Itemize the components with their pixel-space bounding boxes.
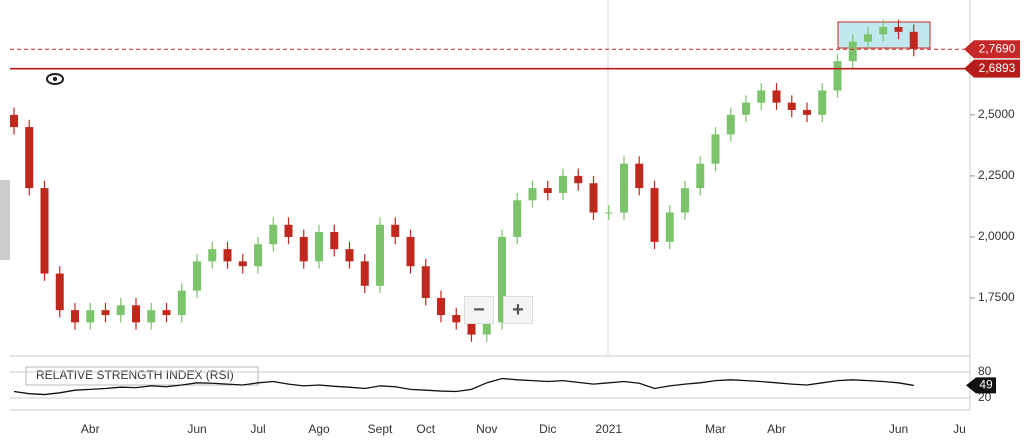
candle-body <box>406 236 415 267</box>
candle-body <box>696 163 705 189</box>
candle-body <box>513 200 522 237</box>
rsi-tick-label: 20 <box>978 390 992 404</box>
candle-body <box>589 183 598 213</box>
x-tick-label: 2021 <box>595 422 622 436</box>
candle-body <box>467 322 476 335</box>
price-badge <box>964 59 1020 78</box>
candle-body <box>116 305 125 316</box>
y-tick-label: 2,2500 <box>978 168 1015 182</box>
rsi-tick-label: 80 <box>978 364 992 378</box>
candle-body <box>284 224 293 237</box>
candle-body <box>299 236 308 262</box>
candle-body <box>254 244 262 267</box>
rsi-title: RELATIVE STRENGTH INDEX (RSI) <box>36 368 234 382</box>
candle-body <box>269 224 278 245</box>
candle-body <box>574 175 583 184</box>
rsi-line <box>13 377 914 396</box>
price-badge-label: 2,6893 <box>979 61 1016 75</box>
candle-body <box>376 224 384 286</box>
zoom-out-button[interactable]: − <box>464 296 494 324</box>
candle-body <box>55 273 64 311</box>
candle-body <box>757 90 766 103</box>
candle-body <box>909 31 918 49</box>
candle-body <box>498 236 506 323</box>
candle-body <box>559 175 567 193</box>
candle-body <box>726 114 735 135</box>
candle-body <box>711 134 720 164</box>
x-tick-label: Ago <box>308 422 330 436</box>
y-tick-label: 2,0000 <box>978 229 1015 243</box>
candle-body <box>315 232 323 262</box>
candle-body <box>879 26 888 35</box>
candle-body <box>864 34 872 42</box>
x-tick-label: Jul <box>250 422 265 436</box>
candle-body <box>833 61 842 91</box>
x-tick-label: Dic <box>539 422 556 436</box>
candle-body <box>894 26 903 32</box>
candle-body <box>132 305 140 323</box>
rsi-badge <box>966 377 996 394</box>
candle-body <box>391 224 400 237</box>
candle-body <box>208 249 217 262</box>
candle-body <box>528 188 537 201</box>
x-tick-label: Jun <box>889 422 908 436</box>
candle-body <box>147 310 156 323</box>
eye-icon[interactable] <box>46 73 64 85</box>
candle-body <box>421 266 430 298</box>
candle-body <box>681 188 689 213</box>
zoom-in-button[interactable]: + <box>503 296 533 324</box>
candle-body <box>193 261 201 291</box>
candle-body <box>665 212 674 242</box>
candle-body <box>848 41 857 62</box>
y-tick-label: 2,5000 <box>978 107 1015 121</box>
candle-body <box>437 297 445 316</box>
candle-body <box>86 310 95 323</box>
candle-body <box>803 109 811 115</box>
x-tick-label: Nov <box>476 422 497 436</box>
candle-body <box>543 188 552 193</box>
candle-body <box>101 310 110 316</box>
candle-body <box>650 188 659 242</box>
side-tab <box>0 180 10 260</box>
x-tick-label: Ju <box>953 422 966 436</box>
candle-body <box>162 310 171 316</box>
x-tick-label: Mar <box>705 422 726 436</box>
candle-body <box>482 322 491 335</box>
candle-body <box>223 249 232 262</box>
candle-body <box>345 249 354 262</box>
y-tick-label: 1,7500 <box>978 290 1015 304</box>
candle-body <box>818 90 827 115</box>
candle-body <box>787 102 796 110</box>
x-tick-label: Sept <box>368 422 393 436</box>
candle-body <box>360 261 369 286</box>
x-tick-label: Jun <box>187 422 206 436</box>
price-badge-label: 2,7690 <box>979 41 1016 55</box>
candle-body <box>635 163 644 189</box>
candle-body <box>620 163 628 213</box>
x-tick-label: Oct <box>416 422 435 436</box>
candle-body <box>25 127 34 189</box>
candle-body <box>10 114 18 128</box>
x-tick-label: Abr <box>767 422 786 436</box>
candle-body <box>452 315 461 323</box>
price-badge <box>964 40 1020 59</box>
candle-body <box>177 290 186 316</box>
rsi-badge-label: 49 <box>979 378 993 392</box>
x-tick-label: Abr <box>81 422 100 436</box>
candle-body <box>71 310 79 323</box>
candle-body <box>604 212 613 214</box>
candle-body <box>238 261 247 267</box>
candle-body <box>742 102 750 115</box>
candle-body <box>772 90 781 103</box>
candle-body <box>40 188 49 274</box>
candle-body <box>330 232 339 250</box>
